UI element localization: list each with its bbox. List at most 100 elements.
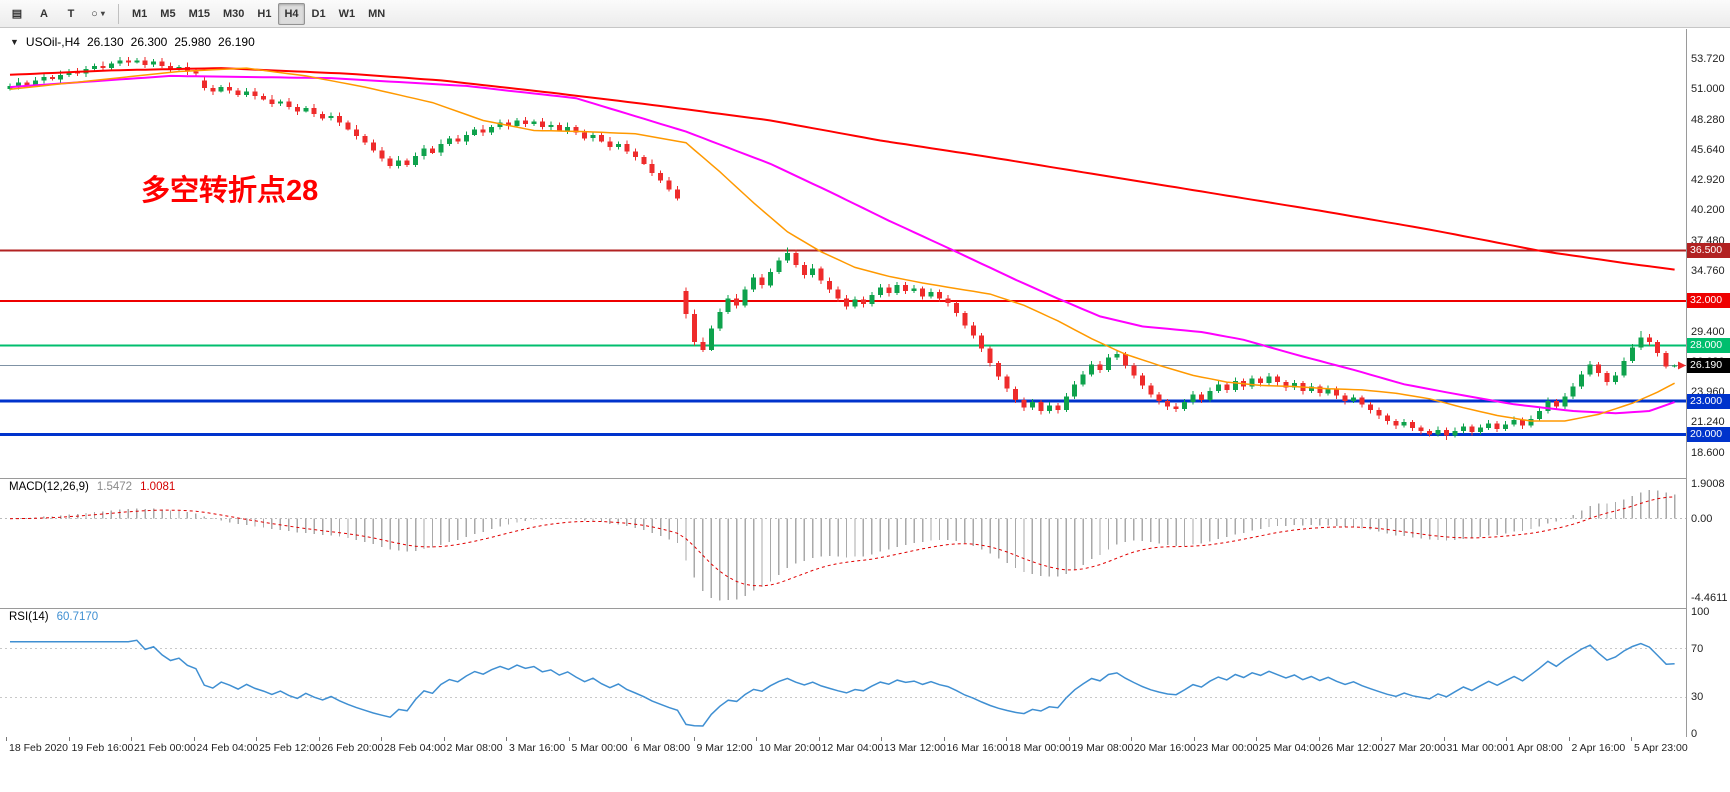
level-price-box: 32.000 xyxy=(1687,293,1730,309)
timeframe-button-MN[interactable]: MN xyxy=(362,3,391,25)
rsi-indicator-panel[interactable] xyxy=(0,608,1686,737)
macd-scale-zero: 0.00 xyxy=(1691,512,1713,525)
rsi-scale-30: 30 xyxy=(1691,691,1704,704)
time-axis-tick xyxy=(1443,737,1445,741)
level-price-box: 28.000 xyxy=(1687,337,1730,353)
text-label-tool-button[interactable]: T xyxy=(58,3,84,25)
timeframe-button-M15[interactable]: M15 xyxy=(183,3,216,25)
ohlc-high: 26.300 xyxy=(130,35,168,49)
time-axis-tick xyxy=(318,737,320,741)
time-axis-label: 25 Mar 04:00 xyxy=(1259,742,1321,754)
time-axis-tick xyxy=(1131,737,1132,741)
time-axis-label: 20 Mar 16:00 xyxy=(1134,742,1196,754)
rsi-scale-0: 0 xyxy=(1691,728,1698,740)
time-axis-tick xyxy=(1381,737,1382,741)
time-axis-tick xyxy=(193,737,195,741)
time-axis-label: 12 Mar 04:00 xyxy=(821,742,884,754)
level-lines-layer xyxy=(0,249,1686,436)
time-axis-tick xyxy=(943,737,945,741)
time-axis-tick xyxy=(6,737,7,741)
price-tick-label: 53.720 xyxy=(1691,53,1725,65)
toolbar: ▤ A T ○ ▾ M1 M5 M15 M30 H1 H4 D1 W1 MN xyxy=(0,0,1730,28)
timeframe-button-H4[interactable]: H4 xyxy=(278,2,305,25)
macd-histogram xyxy=(17,490,1676,601)
panel-separator[interactable] xyxy=(0,478,1730,479)
macd-name: MACD(12,26,9) xyxy=(9,481,89,493)
time-axis-label: 24 Feb 04:00 xyxy=(196,742,259,754)
scale-separator xyxy=(1686,29,1687,737)
panel-separator[interactable] xyxy=(0,608,1730,609)
shapes-tool-button[interactable]: ○ ▾ xyxy=(85,3,111,25)
chart-symbol-timeframe: USOil-,H4 xyxy=(25,35,80,49)
timeframe-button-M30[interactable]: M30 xyxy=(217,3,250,25)
time-axis-tick xyxy=(568,737,570,741)
time-axis-label: 10 Mar 20:00 xyxy=(759,742,821,754)
dropdown-caret-icon: ▾ xyxy=(100,9,105,18)
chart-dropdown-arrow-icon[interactable]: ▼ xyxy=(10,37,19,47)
time-axis-label: 26 Mar 12:00 xyxy=(1321,742,1384,754)
candles-layer xyxy=(7,57,1678,440)
timeframe-button-M1[interactable]: M1 xyxy=(126,3,153,25)
timeframe-button-H1[interactable]: H1 xyxy=(251,3,277,25)
time-axis-label: 5 Mar 00:00 xyxy=(571,742,628,754)
chart-window: ▼ USOil-,H4 26.130 26.300 25.980 26.190 … xyxy=(0,29,1730,792)
rsi-line xyxy=(10,639,1675,727)
timeframe-button-D1[interactable]: D1 xyxy=(306,3,332,25)
time-axis-tick xyxy=(381,737,382,741)
timeframe-button-M5[interactable]: M5 xyxy=(154,3,181,25)
price-tick-label: 51.000 xyxy=(1691,83,1725,96)
level-price-box: 23.000 xyxy=(1687,393,1730,409)
rsi-scale-70: 70 xyxy=(1691,642,1704,655)
macd-indicator-panel[interactable] xyxy=(0,478,1686,608)
price-tick-label: 21.240 xyxy=(1691,416,1725,429)
time-axis-tick xyxy=(443,737,445,741)
time-axis-tick xyxy=(1193,737,1195,741)
main-price-chart[interactable] xyxy=(0,29,1686,478)
price-tick-label: 45.640 xyxy=(1691,143,1725,156)
price-tick-label: 42.920 xyxy=(1691,174,1725,187)
time-axis-tick xyxy=(256,737,257,741)
time-axis-label: 23 Mar 00:00 xyxy=(1196,742,1259,754)
time-axis-tick xyxy=(1318,737,1320,741)
time-axis-tick xyxy=(506,737,507,741)
time-axis-label: 6 Mar 08:00 xyxy=(634,742,691,754)
toolbar-separator xyxy=(118,3,119,24)
time-axis-label: 25 Feb 12:00 xyxy=(259,742,321,754)
rsi-scale-100: 100 xyxy=(1691,606,1710,618)
time-axis-tick xyxy=(1006,737,1007,741)
time-axis-tick xyxy=(693,737,695,741)
annotation-text[interactable]: 多空转折点28 xyxy=(141,175,319,207)
current-price-box: 26.190 xyxy=(1687,358,1730,373)
moving-averages-layer xyxy=(9,67,1675,422)
time-axis-tick xyxy=(1068,737,1070,741)
time-axis-label: 19 Feb 16:00 xyxy=(71,742,134,754)
time-axis-label: 5 Apr 23:00 xyxy=(1634,742,1688,754)
ma-mid-magenta xyxy=(9,74,1675,415)
ohlc-open: 26.130 xyxy=(86,35,124,49)
time-axis-tick xyxy=(818,737,820,741)
time-axis-label: 26 Feb 20:00 xyxy=(321,742,384,754)
rsi-name: RSI(14) xyxy=(9,611,49,623)
time-axis-tick xyxy=(1256,737,1257,741)
ohlc-low: 25.980 xyxy=(174,35,212,49)
chart-window-tool-button[interactable]: ▤ xyxy=(4,3,30,25)
macd-scale-max: 1.9008 xyxy=(1691,478,1725,490)
level-price-box: 36.500 xyxy=(1687,243,1730,259)
macd-label: MACD(12,26,9) 1.5472 1.0081 xyxy=(9,481,175,493)
time-axis-label: 13 Mar 12:00 xyxy=(884,742,946,754)
time-axis-label: 3 Mar 16:00 xyxy=(509,742,566,754)
timeframe-button-W1[interactable]: W1 xyxy=(333,3,362,25)
level-price-box: 20.000 xyxy=(1687,426,1730,442)
ma-long-red xyxy=(9,67,1675,271)
price-tick-label: 29.400 xyxy=(1691,325,1725,338)
price-tick-label: 48.280 xyxy=(1691,113,1725,126)
price-tick-label: 40.200 xyxy=(1691,204,1725,217)
time-axis[interactable]: 18 Feb 2020 19 Feb 16:00 21 Feb 00:00 24 Fe… xyxy=(0,737,1730,759)
rsi-value: 60.7170 xyxy=(56,611,99,623)
macd-signal-line xyxy=(9,496,1675,587)
annotation-arrow-tool-button[interactable]: A xyxy=(31,3,57,25)
ma-fast-orange xyxy=(9,67,1675,422)
price-scale[interactable]: 53.720 51.000 48.280 45.640 42.920 40.200 37.4… xyxy=(1687,29,1730,740)
time-axis-tick xyxy=(1506,737,1507,741)
ohlc-close: 26.190 xyxy=(218,35,255,49)
